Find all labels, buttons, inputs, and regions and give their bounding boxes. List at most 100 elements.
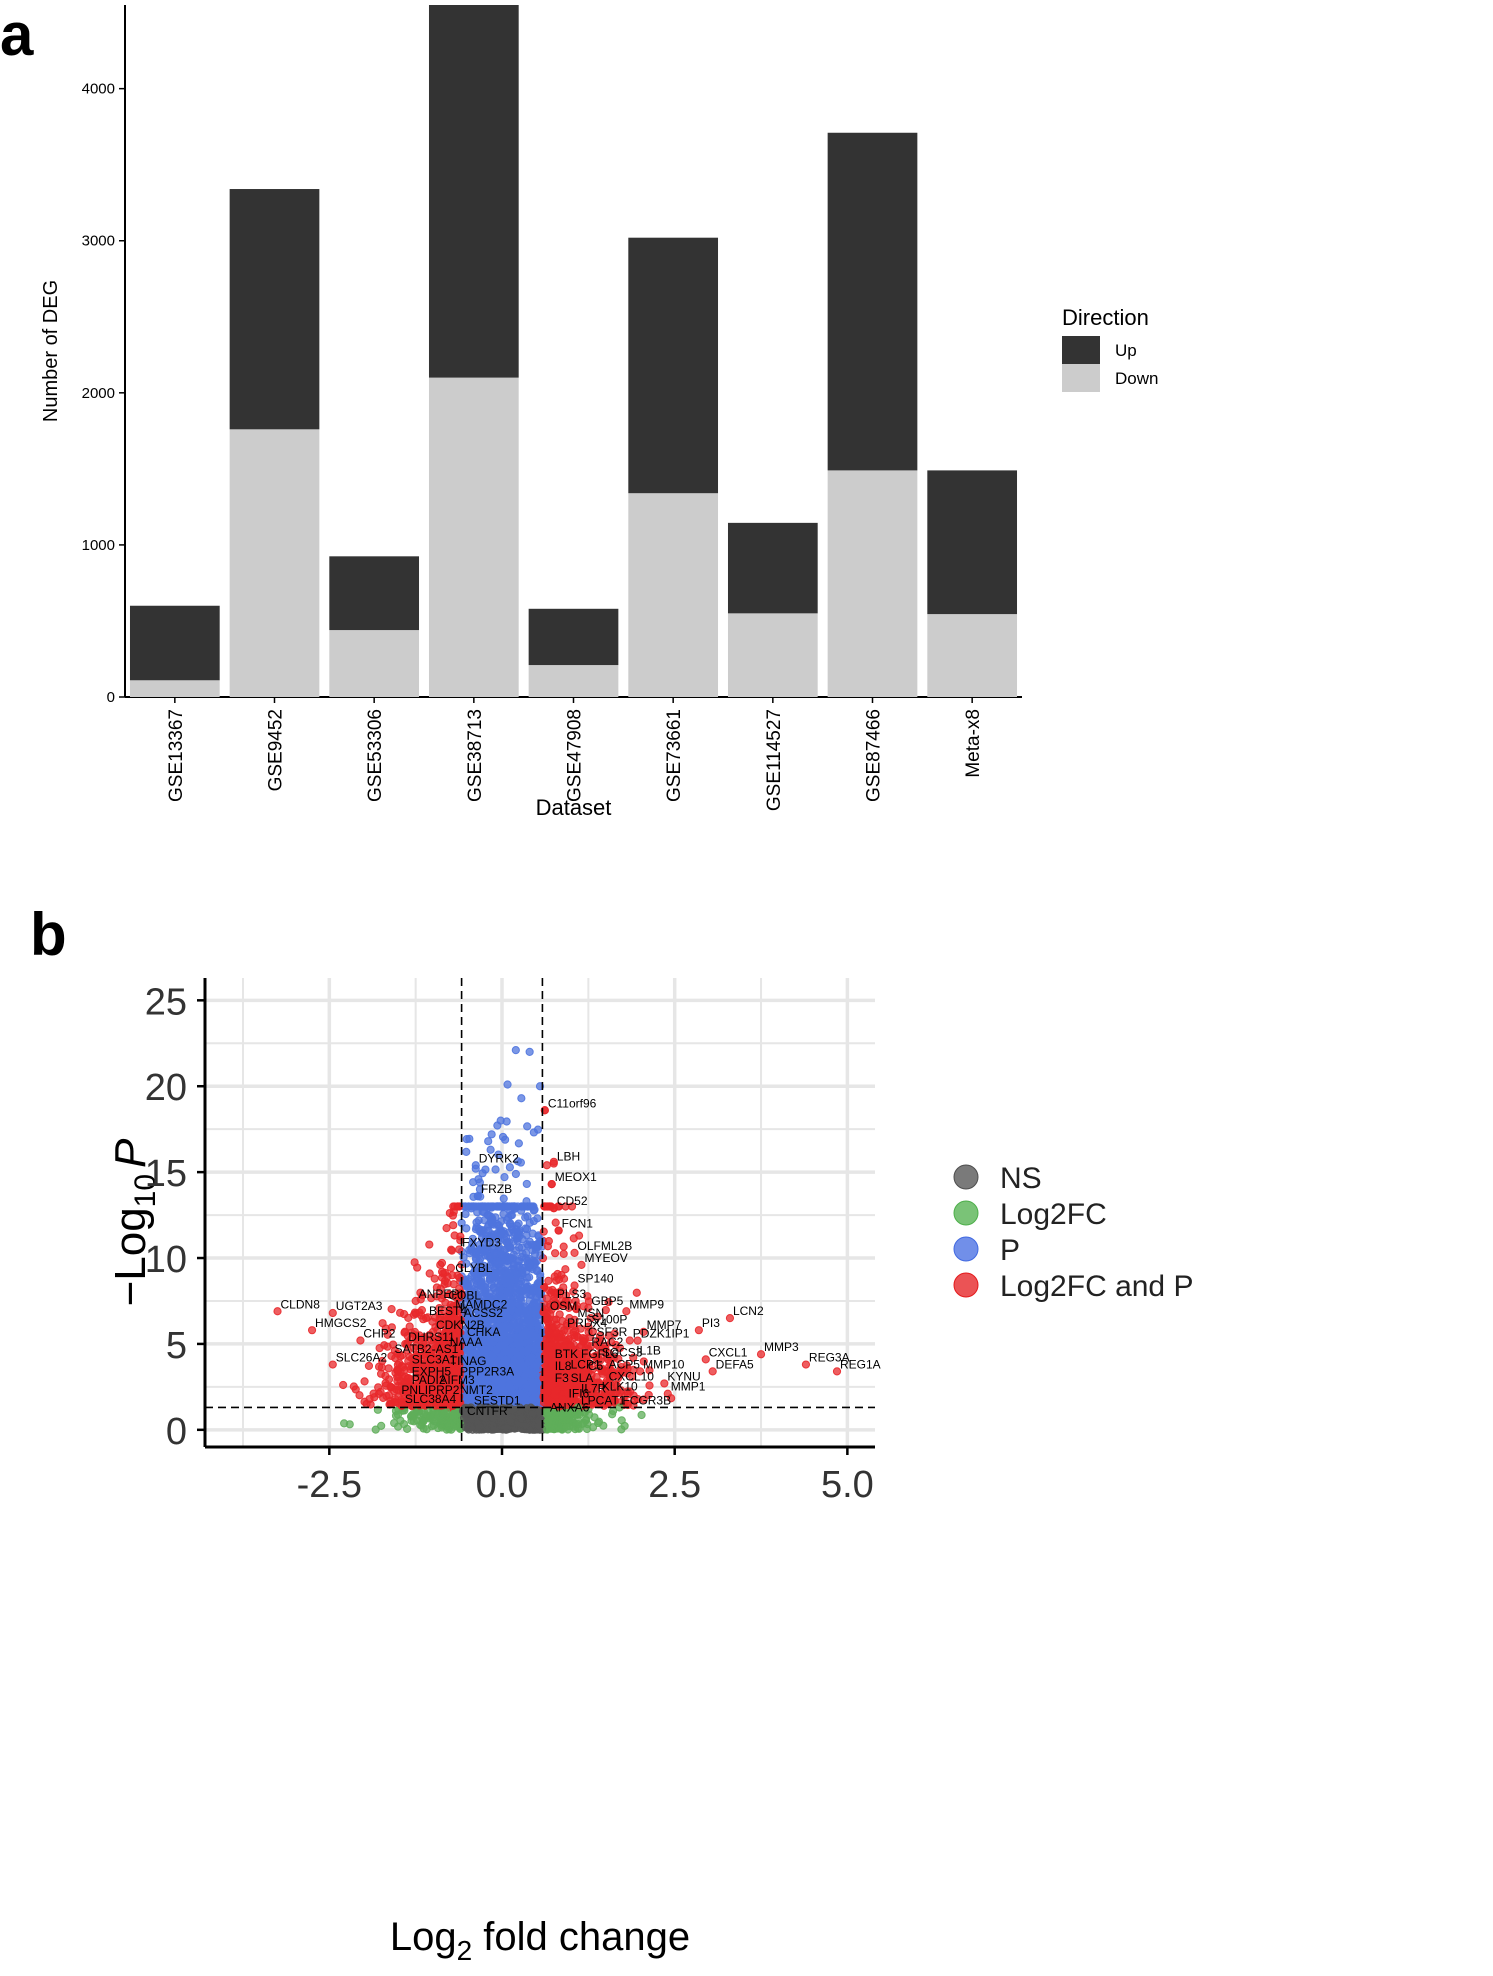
chart-a-y-tick-label-0: 0 [107, 689, 115, 706]
chart-b-point [462, 1224, 471, 1233]
chart-b-point [512, 1375, 521, 1384]
chart-b-point [594, 1417, 604, 1426]
chart-b-point [519, 1392, 528, 1401]
chart-b-point [559, 1249, 568, 1258]
chart-b-point [551, 1249, 560, 1258]
chart-a-bar-down-GSE38713 [428, 377, 519, 697]
chart-b-point [497, 1380, 506, 1389]
chart-a-bar-down-GSE9452 [229, 429, 320, 697]
chart-b-legend-swatch-2 [953, 1236, 979, 1262]
chart-b-point [425, 1269, 434, 1278]
chart-a-legend-label-down: Down [1115, 369, 1158, 388]
chart-b-point [516, 1351, 525, 1360]
chart-b-point [447, 1245, 456, 1254]
chart-b-point [449, 1207, 458, 1217]
chart-b-point [558, 1316, 567, 1326]
chart-a-x-tick-label-Meta-x8: Meta-x8 [963, 709, 984, 778]
chart-b-y-tick-label-1: 5 [166, 1325, 187, 1367]
chart-b-y-axis-label: −Log10 P [106, 1138, 162, 1306]
chart-b-point [504, 1268, 513, 1277]
chart-b-point [505, 1285, 515, 1294]
chart-b-point [425, 1240, 434, 1249]
chart-b-y-axis-label-main: −Log [106, 1207, 155, 1306]
chart-b-point [550, 1272, 559, 1281]
chart-b-x-tick-label-1: 0.0 [476, 1464, 529, 1506]
chart-a-x-tick-label-GSE47908: GSE47908 [565, 709, 586, 802]
chart-b-point [516, 1358, 525, 1367]
chart-a-x-axis-label: Dataset [536, 795, 612, 820]
chart-b-x-axis-label-main: Log [390, 1915, 457, 1959]
chart-a-x-tick-label-GSE114527: GSE114527 [764, 709, 785, 811]
chart-b-point [514, 1307, 523, 1316]
chart-a-bar-up-Meta-x8 [927, 470, 1018, 615]
chart-a-y-axis-label: Number of DEG [40, 280, 62, 422]
chart-b-point [551, 1218, 560, 1227]
chart-b-point [522, 1283, 531, 1292]
chart-b-point [582, 1424, 592, 1434]
chart-a-bar-down-GSE73661 [628, 493, 719, 697]
chart-a-bar-up-GSE47908 [528, 608, 619, 666]
chart-b-point [402, 1424, 412, 1433]
chart-b-point [562, 1422, 572, 1431]
chart-b-point [508, 1346, 517, 1356]
chart-a-bar-up-GSE13367 [129, 605, 220, 681]
chart-a-legend-swatch-up [1062, 336, 1100, 364]
chart-b-point [377, 1421, 386, 1430]
chart-b-point [528, 1229, 537, 1238]
chart-b-point [523, 1384, 532, 1393]
chart-b-y-tick-label-2: 10 [145, 1239, 187, 1281]
chart-b-point [532, 1266, 541, 1276]
chart-b-point [345, 1420, 354, 1429]
chart-b-point [559, 1242, 568, 1251]
chart-a-bar-down-Meta-x8 [927, 614, 1018, 697]
chart-b-legend-label-1: Log2FC [1000, 1198, 1107, 1231]
chart-b-point [513, 1324, 522, 1333]
chart-b-point [517, 1252, 526, 1262]
chart-b-point [437, 1417, 446, 1427]
chart-b-point [442, 1224, 451, 1233]
chart-b-point [517, 1269, 527, 1278]
chart-a-y-tick-label-4: 4000 [82, 81, 115, 98]
chart-b-point [393, 1410, 403, 1419]
chart-a-x-tick-label-GSE53306: GSE53306 [365, 709, 386, 802]
chart-b-point [349, 1382, 358, 1391]
chart-b-point [436, 1260, 445, 1269]
chart-b-point [384, 1364, 393, 1373]
chart-b-point [528, 1395, 537, 1404]
chart-b-y-tick-label-4: 20 [145, 1067, 187, 1109]
chart-b-point [530, 1306, 539, 1315]
chart-b-point [524, 1344, 533, 1354]
chart-b-point [527, 1353, 536, 1362]
chart-a-bar-up-GSE114527 [727, 522, 818, 614]
chart-b-point [526, 1318, 535, 1328]
chart-b-point [500, 1276, 509, 1285]
chart-a-bar-up-GSE9452 [229, 189, 320, 430]
chart-a-x-tick-label-GSE9452: GSE9452 [266, 709, 287, 791]
chart-b-point [486, 1351, 496, 1361]
chart-b-x-axis-label: Log2 fold change [390, 1915, 690, 1966]
chart-b-point [339, 1380, 348, 1390]
chart-a-bar-up-GSE38713 [428, 5, 519, 378]
chart-b-point [362, 1399, 371, 1409]
chart-b-point [543, 1242, 552, 1251]
chart-b-point [637, 1410, 646, 1420]
chart-b-y-axis-label-sub: 10 [129, 1174, 162, 1207]
chart-b-point [418, 1418, 427, 1427]
chart-b-point [620, 1421, 629, 1431]
panel-a-label: a [0, 1, 34, 68]
chart-a-legend-label-up: Up [1115, 341, 1137, 360]
chart-b-point [505, 1336, 514, 1345]
chart-a-x-tick-label-GSE13367: GSE13367 [166, 709, 187, 802]
chart-b-x-axis-label-rest: fold change [472, 1915, 690, 1959]
chart-b-point [544, 1276, 553, 1285]
chart-b-point [504, 1381, 514, 1390]
chart-b-point [571, 1419, 580, 1428]
chart-b-y-axis-label-italic: P [106, 1138, 155, 1168]
chart-b-point [461, 1209, 470, 1219]
chart-a-bar-down-GSE13367 [129, 680, 220, 697]
chart-b-point [518, 1331, 527, 1340]
chart-b-x-axis-label-sub: 2 [457, 1935, 473, 1966]
chart-b-point [506, 1253, 516, 1263]
